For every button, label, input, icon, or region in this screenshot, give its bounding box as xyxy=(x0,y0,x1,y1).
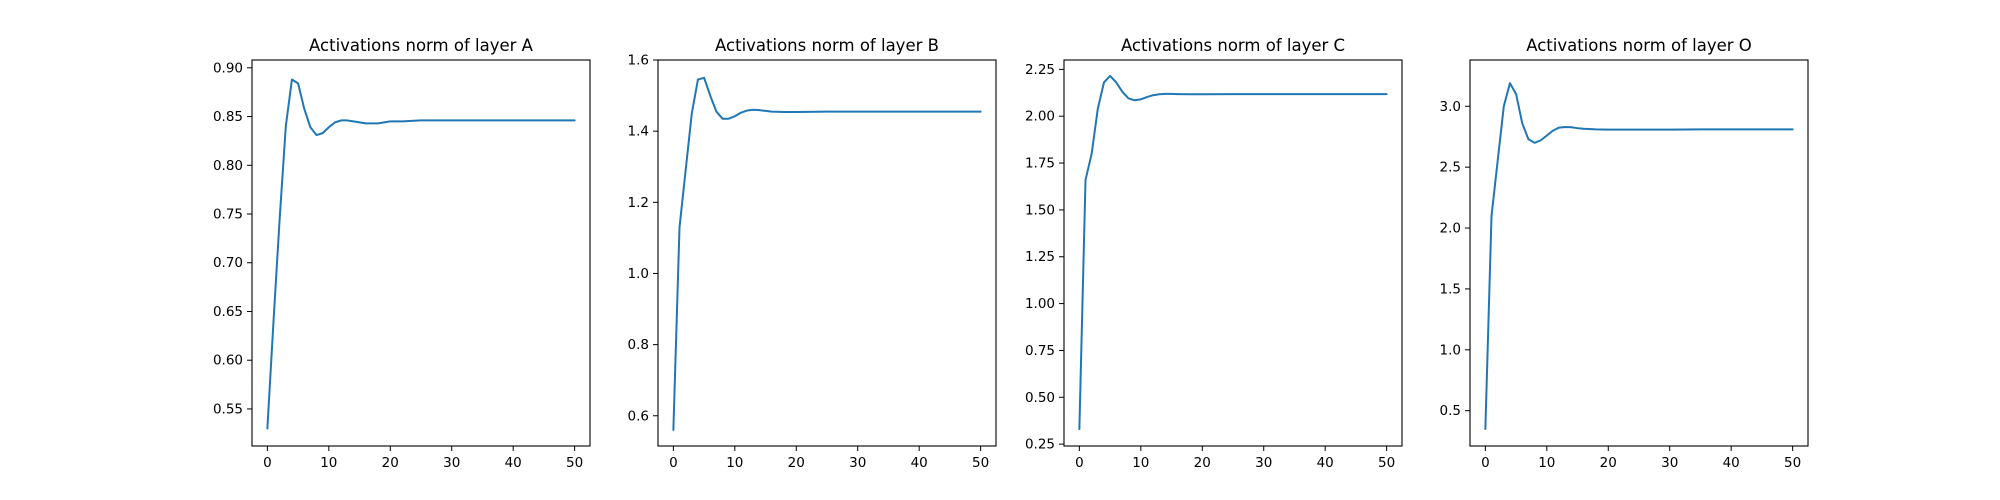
y-tick-label: 1.00 xyxy=(1025,296,1055,312)
y-tick-label: 0.80 xyxy=(213,158,243,174)
y-tick-label: 0.65 xyxy=(213,304,243,320)
x-tick-label: 40 xyxy=(1317,455,1334,471)
x-tick-label: 10 xyxy=(320,455,337,471)
x-tick-label: 20 xyxy=(788,455,805,471)
y-tick-label: 0.8 xyxy=(628,337,649,353)
chart-title: Activations norm of layer A xyxy=(309,36,534,55)
axes-frame xyxy=(1469,59,1809,447)
x-tick-label: 0 xyxy=(1481,455,1490,471)
x-tick-label: 50 xyxy=(972,455,989,471)
y-tick-label: 2.00 xyxy=(1025,109,1055,125)
x-tick-label: 20 xyxy=(1600,455,1617,471)
chart-title: Activations norm of layer B xyxy=(715,36,939,55)
y-tick-label: 0.60 xyxy=(213,353,243,369)
x-tick-label: 30 xyxy=(443,455,460,471)
y-tick-label: 1.6 xyxy=(628,53,649,69)
y-tick-label: 0.85 xyxy=(213,109,243,125)
y-tick-label: 1.0 xyxy=(628,266,649,282)
x-tick-label: 20 xyxy=(1194,455,1211,471)
chart-panel-2: Activations norm of layer C 0 10 20 30 40 50 0.… xyxy=(1025,36,1403,471)
y-tick-label: 0.75 xyxy=(1025,343,1055,359)
y-tick-label: 0.50 xyxy=(1025,390,1055,406)
y-tick-label: 1.4 xyxy=(628,124,649,140)
y-tick-label: 1.2 xyxy=(628,195,649,211)
x-tick-label: 30 xyxy=(1661,455,1678,471)
series-line-0 xyxy=(1484,82,1794,430)
x-tick-label: 20 xyxy=(382,455,399,471)
x-tick-label: 50 xyxy=(1378,455,1395,471)
y-tick-label: 3.0 xyxy=(1440,99,1461,115)
y-tick-label: 0.6 xyxy=(628,408,649,424)
x-tick-label: 0 xyxy=(669,455,678,471)
x-tick-label: 40 xyxy=(1723,455,1740,471)
y-tick-label: 0.90 xyxy=(213,60,243,76)
chart-panel-1: Activations norm of layer B 0 10 20 30 40 50 0.… xyxy=(628,36,997,471)
chart-panel-3: Activations norm of layer O 0 10 20 30 40 50 0.… xyxy=(1440,36,1809,471)
axes-frame xyxy=(657,59,997,447)
x-tick-label: 40 xyxy=(505,455,522,471)
y-tick-label: 2.25 xyxy=(1025,62,1055,78)
y-tick-label: 0.70 xyxy=(213,255,243,271)
series-line-0 xyxy=(672,76,982,431)
y-tick-label: 1.75 xyxy=(1025,156,1055,172)
series-line-0 xyxy=(1078,74,1388,431)
y-tick-label: 2.5 xyxy=(1440,160,1461,176)
x-tick-label: 10 xyxy=(726,455,743,471)
x-tick-label: 50 xyxy=(1784,455,1801,471)
y-tick-label: 1.50 xyxy=(1025,202,1055,218)
x-tick-label: 50 xyxy=(566,455,583,471)
chart-title: Activations norm of layer C xyxy=(1121,36,1345,55)
y-tick-label: 2.0 xyxy=(1440,221,1461,237)
y-tick-label: 0.75 xyxy=(213,207,243,223)
y-tick-label: 0.25 xyxy=(1025,437,1055,453)
y-tick-label: 0.55 xyxy=(213,401,243,417)
x-tick-label: 40 xyxy=(911,455,928,471)
y-tick-label: 1.25 xyxy=(1025,249,1055,265)
axes-frame xyxy=(1063,59,1403,447)
chart-panel-0: Activations norm of layer A 0 10 20 30 40 50 0.… xyxy=(213,36,591,471)
x-tick-label: 0 xyxy=(263,455,272,471)
y-tick-label: 0.5 xyxy=(1440,403,1461,419)
chart-title: Activations norm of layer O xyxy=(1526,36,1752,55)
x-tick-label: 30 xyxy=(849,455,866,471)
y-tick-label: 1.0 xyxy=(1440,342,1461,358)
x-tick-label: 0 xyxy=(1075,455,1084,471)
axes-frame xyxy=(251,59,591,447)
x-tick-label: 30 xyxy=(1255,455,1272,471)
series-line-0 xyxy=(266,78,576,430)
x-tick-label: 10 xyxy=(1132,455,1149,471)
y-tick-label: 1.5 xyxy=(1440,281,1461,297)
x-tick-label: 10 xyxy=(1538,455,1555,471)
